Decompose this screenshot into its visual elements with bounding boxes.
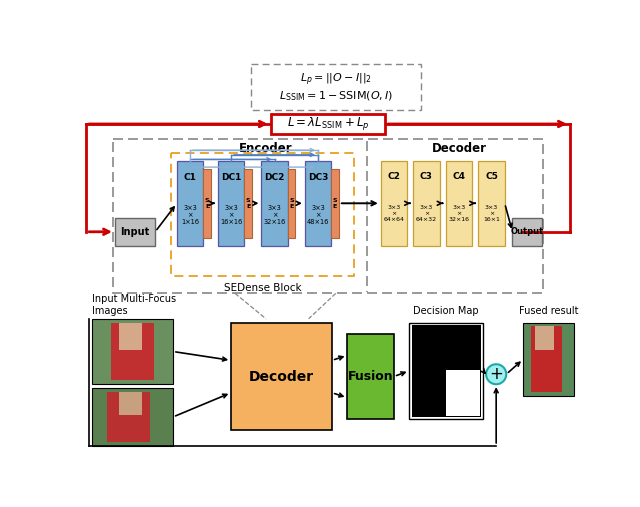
Bar bbox=[261, 161, 288, 245]
Bar bbox=[531, 327, 562, 392]
Text: Fused result: Fused result bbox=[519, 306, 578, 316]
Text: SEDense Block: SEDense Block bbox=[224, 282, 301, 293]
Bar bbox=[331, 169, 339, 238]
Text: 3×3
×
16×1: 3×3 × 16×1 bbox=[483, 205, 500, 222]
Bar bbox=[413, 161, 440, 245]
Bar bbox=[107, 392, 150, 442]
Text: S
E: S E bbox=[333, 198, 337, 209]
Bar bbox=[288, 169, 296, 238]
Text: S
E: S E bbox=[289, 198, 294, 209]
Text: 3×3
×
1×16: 3×3 × 1×16 bbox=[181, 205, 199, 225]
Bar bbox=[305, 161, 331, 245]
Bar bbox=[513, 218, 542, 245]
Text: 3×3
×
16×16: 3×3 × 16×16 bbox=[220, 205, 243, 225]
Text: +: + bbox=[489, 365, 503, 383]
Text: S
E: S E bbox=[205, 198, 209, 209]
Text: C4: C4 bbox=[452, 172, 465, 181]
Bar bbox=[115, 218, 155, 245]
Text: 3×3
×
32×16: 3×3 × 32×16 bbox=[264, 205, 285, 225]
Text: $L = \lambda L_{\mathrm{SSIM}} + L_p$: $L = \lambda L_{\mathrm{SSIM}} + L_p$ bbox=[287, 116, 369, 132]
Bar bbox=[412, 325, 481, 417]
Bar bbox=[177, 161, 204, 245]
Bar bbox=[478, 161, 505, 245]
Bar bbox=[172, 153, 353, 276]
Text: DC1: DC1 bbox=[221, 173, 241, 183]
Text: DC2: DC2 bbox=[264, 173, 285, 183]
Text: 3×3
×
48×16: 3×3 × 48×16 bbox=[307, 205, 329, 225]
Text: Decoder: Decoder bbox=[432, 142, 487, 155]
Bar bbox=[348, 334, 394, 419]
Bar bbox=[111, 322, 154, 380]
Text: C2: C2 bbox=[387, 172, 400, 181]
Bar bbox=[244, 169, 252, 238]
Text: DC3: DC3 bbox=[308, 173, 328, 183]
Text: Encoder: Encoder bbox=[239, 142, 293, 155]
Bar bbox=[218, 161, 244, 245]
Bar bbox=[204, 169, 211, 238]
Bar bbox=[271, 114, 385, 134]
Bar bbox=[381, 161, 407, 245]
Text: C3: C3 bbox=[420, 172, 433, 181]
Circle shape bbox=[486, 364, 506, 384]
Text: Output: Output bbox=[511, 227, 544, 236]
Bar bbox=[446, 371, 480, 416]
Bar bbox=[92, 319, 173, 384]
Bar bbox=[535, 327, 554, 350]
Bar bbox=[446, 161, 472, 245]
Text: Input Multi-Focus
Images: Input Multi-Focus Images bbox=[92, 294, 176, 316]
Text: Input: Input bbox=[120, 227, 150, 237]
Text: Fusion: Fusion bbox=[348, 370, 394, 383]
Bar bbox=[113, 139, 543, 294]
Text: Decoder: Decoder bbox=[249, 370, 314, 383]
Bar bbox=[410, 322, 483, 419]
Bar bbox=[92, 388, 173, 446]
Text: Decision Map: Decision Map bbox=[413, 306, 479, 316]
Text: C1: C1 bbox=[184, 173, 196, 183]
Text: $L_p = ||O - I||_2$: $L_p = ||O - I||_2$ bbox=[300, 71, 372, 88]
Bar bbox=[119, 392, 142, 415]
Text: S
E: S E bbox=[246, 198, 250, 209]
Bar bbox=[231, 322, 332, 430]
Text: 3×3
×
32×16: 3×3 × 32×16 bbox=[449, 205, 470, 222]
Text: $L_{\mathrm{SSIM}} = 1 - \mathrm{SSIM}(O, I)$: $L_{\mathrm{SSIM}} = 1 - \mathrm{SSIM}(O… bbox=[278, 89, 393, 103]
Text: 3×3
×
64×64: 3×3 × 64×64 bbox=[383, 205, 404, 222]
Text: C5: C5 bbox=[485, 172, 498, 181]
Text: 3×3
×
64×32: 3×3 × 64×32 bbox=[416, 205, 437, 222]
Bar bbox=[524, 322, 573, 396]
Bar bbox=[119, 322, 142, 350]
Bar bbox=[250, 64, 421, 110]
